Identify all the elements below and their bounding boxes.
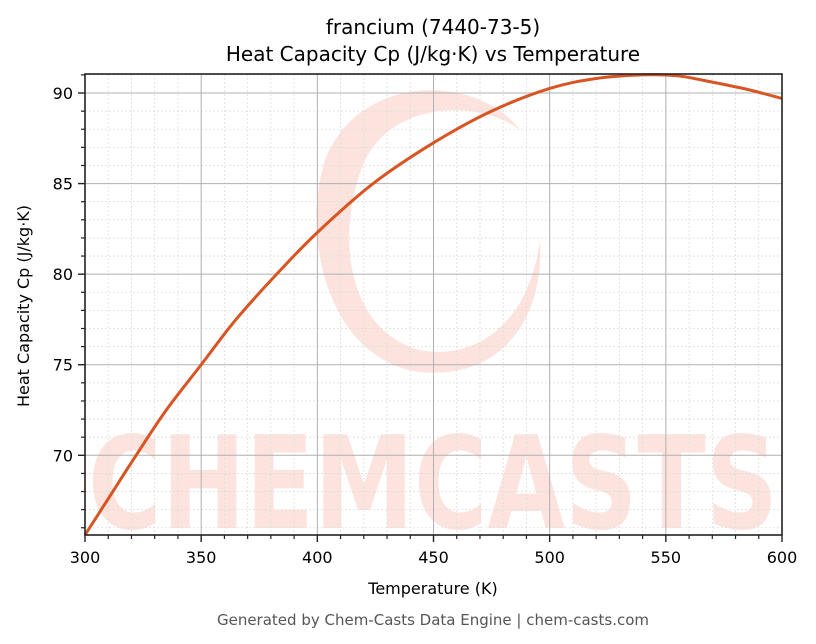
plot-area: CHEMCASTS bbox=[83, 73, 783, 559]
x-axis: 300 350 400 450 500 550 600 bbox=[70, 535, 798, 567]
y-axis-label: Heat Capacity Cp (J/kg·K) bbox=[14, 205, 33, 407]
x-tick-label: 300 bbox=[70, 548, 101, 567]
chart-subtitle: Heat Capacity Cp (J/kg·K) vs Temperature bbox=[226, 42, 640, 66]
y-tick-label: 90 bbox=[53, 84, 73, 103]
x-tick-label: 450 bbox=[418, 548, 449, 567]
y-tick-label: 70 bbox=[53, 446, 73, 465]
x-tick-label: 600 bbox=[767, 548, 798, 567]
y-tick-label: 80 bbox=[53, 265, 73, 284]
chart-title: francium (7440-73-5) bbox=[326, 15, 540, 39]
y-tick-label: 85 bbox=[53, 175, 73, 194]
y-tick-label: 75 bbox=[53, 356, 73, 375]
y-axis: 70 75 80 85 90 bbox=[53, 74, 85, 529]
x-tick-label: 400 bbox=[302, 548, 333, 567]
x-axis-label: Temperature (K) bbox=[367, 579, 497, 598]
x-tick-label: 550 bbox=[651, 548, 682, 567]
x-tick-label: 350 bbox=[186, 548, 217, 567]
x-tick-label: 500 bbox=[534, 548, 565, 567]
credit-footer: Generated by Chem-Casts Data Engine | ch… bbox=[217, 611, 649, 629]
data-line-cp bbox=[83, 73, 783, 536]
